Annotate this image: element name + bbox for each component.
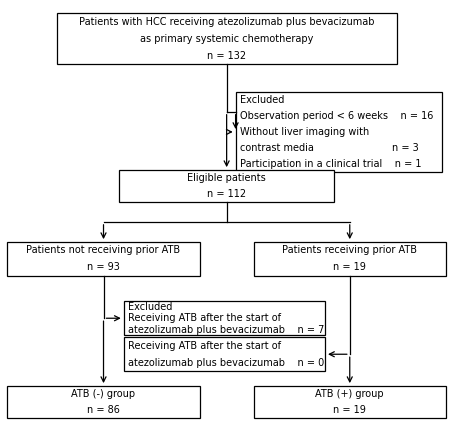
Text: ATB (+) group: ATB (+) group — [316, 389, 384, 399]
Text: atezolizumab plus bevacizumab    n = 0: atezolizumab plus bevacizumab n = 0 — [128, 358, 324, 368]
Bar — [124, 337, 325, 371]
Bar — [124, 301, 325, 335]
Text: Receiving ATB after the start of: Receiving ATB after the start of — [128, 341, 281, 351]
Bar — [7, 386, 200, 418]
Text: atezolizumab plus bevacizumab    n = 7: atezolizumab plus bevacizumab n = 7 — [128, 324, 325, 335]
Text: contrast media                         n = 3: contrast media n = 3 — [240, 143, 419, 153]
Text: Patients receiving prior ATB: Patients receiving prior ATB — [282, 245, 417, 256]
Text: n = 93: n = 93 — [87, 263, 120, 272]
Text: n = 19: n = 19 — [333, 263, 366, 272]
Text: Patients not receiving prior ATB: Patients not receiving prior ATB — [27, 245, 181, 256]
Text: ATB (-) group: ATB (-) group — [72, 389, 136, 399]
Text: n = 86: n = 86 — [87, 405, 120, 415]
Text: as primary systemic chemotherapy: as primary systemic chemotherapy — [140, 34, 313, 44]
Bar — [236, 92, 442, 172]
Bar — [254, 386, 446, 418]
Text: n = 132: n = 132 — [207, 51, 246, 61]
Bar — [56, 13, 397, 64]
Text: Excluded: Excluded — [240, 95, 284, 105]
Text: Excluded: Excluded — [128, 302, 173, 312]
Bar — [7, 242, 200, 276]
Bar — [119, 170, 334, 202]
Text: Patients with HCC receiving atezolizumab plus bevacizumab: Patients with HCC receiving atezolizumab… — [79, 17, 374, 27]
Text: n = 112: n = 112 — [207, 189, 246, 199]
Text: Without liver imaging with: Without liver imaging with — [240, 127, 369, 137]
Text: Eligible patients: Eligible patients — [187, 173, 266, 183]
Text: n = 19: n = 19 — [333, 405, 366, 415]
Text: Participation in a clinical trial    n = 1: Participation in a clinical trial n = 1 — [240, 159, 421, 169]
Bar — [254, 242, 446, 276]
Text: Observation period < 6 weeks    n = 16: Observation period < 6 weeks n = 16 — [240, 111, 433, 121]
Text: Receiving ATB after the start of: Receiving ATB after the start of — [128, 313, 281, 323]
